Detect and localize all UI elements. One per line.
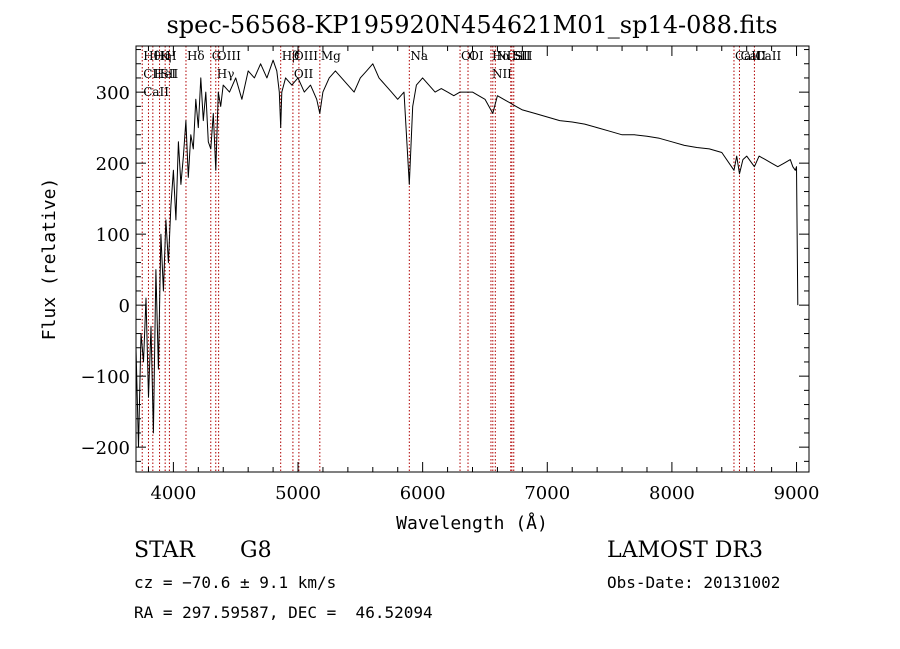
line-marker-label-2-0: Hη	[154, 49, 172, 63]
series-layer	[135, 59, 799, 448]
y-tick-label-3: 100	[96, 225, 130, 246]
line-marker-label-4-0: H	[166, 49, 176, 63]
y-tick-label-5: 300	[96, 83, 130, 104]
x-tick-label-5: 9000	[774, 483, 820, 504]
line-marker-label-16-0: OI	[469, 49, 484, 63]
line-marker-label-17-1: NII	[492, 67, 512, 81]
plot-frame	[135, 45, 810, 473]
line-marker-label-0-0: Hθ	[143, 49, 161, 63]
y-axis-label: Flux (relative)	[39, 178, 60, 341]
line-marker-label-14-0: Na	[410, 49, 428, 63]
line-marker-label-22-0: SII	[515, 49, 533, 63]
line-marker-label-10-0: Hβ	[282, 49, 299, 63]
line-marker-label-17-0: Hα	[492, 49, 511, 63]
chart-title: spec-56568-KP195920N454621M01_sp14-088.f…	[166, 11, 777, 39]
line-marker-label-15-0: OI	[461, 49, 476, 63]
y-tick-label-1: −100	[81, 367, 130, 388]
x-tick-label-2: 6000	[400, 483, 446, 504]
x-tick-label-1: 5000	[275, 483, 321, 504]
line-marker-label-8-0: OIII	[217, 49, 241, 63]
observation-date: Obs-Date: 20131002	[607, 573, 781, 592]
y-tick-label-0: −200	[81, 438, 130, 459]
line-marker-label-8-1: Hγ	[217, 67, 235, 81]
survey-name: LAMOST DR3	[607, 538, 763, 563]
x-tick-label-3: 7000	[524, 483, 570, 504]
line-marker-label-19-0: NII	[496, 49, 516, 63]
x-tick-label-0: 4000	[150, 483, 196, 504]
y-tick-label-4: 200	[96, 154, 130, 175]
object-subclass: G8	[240, 538, 272, 563]
line-marker-label-0-2: CaII	[143, 85, 169, 99]
line-marker-label-20-0: Li	[512, 49, 524, 63]
x-tick-label-4: 8000	[649, 483, 695, 504]
tick-layer: 4000 5000 6000 7000 8000 9000 −200 −100 0 100 200 3…	[81, 46, 820, 504]
object-class: STAR	[134, 538, 195, 563]
y-tick-label-2: 0	[119, 296, 130, 317]
line-marker-label-11-0: OIII	[294, 49, 318, 63]
x-axis-label: Wavelength (Å)	[396, 512, 548, 534]
coordinates: RA = 297.59587, DEC = 46.52094	[134, 603, 433, 622]
line-marker-label-21-0: SII	[513, 49, 531, 63]
line-marker-label-24-0: CaII	[740, 49, 766, 63]
series-flux	[135, 59, 799, 448]
line-marker-label-23-0: CaII	[735, 49, 761, 63]
line-marker-label-13-0: Mg	[321, 49, 341, 63]
redshift-value: cz = −70.6 ± 9.1 km/s	[134, 573, 337, 592]
line-marker-label-25-0: CaII	[755, 49, 781, 63]
line-marker-label-6-0: Hδ	[187, 49, 205, 63]
line-marker-label-7-0: G	[212, 49, 222, 63]
line-marker-label-3-0: K	[161, 49, 171, 63]
